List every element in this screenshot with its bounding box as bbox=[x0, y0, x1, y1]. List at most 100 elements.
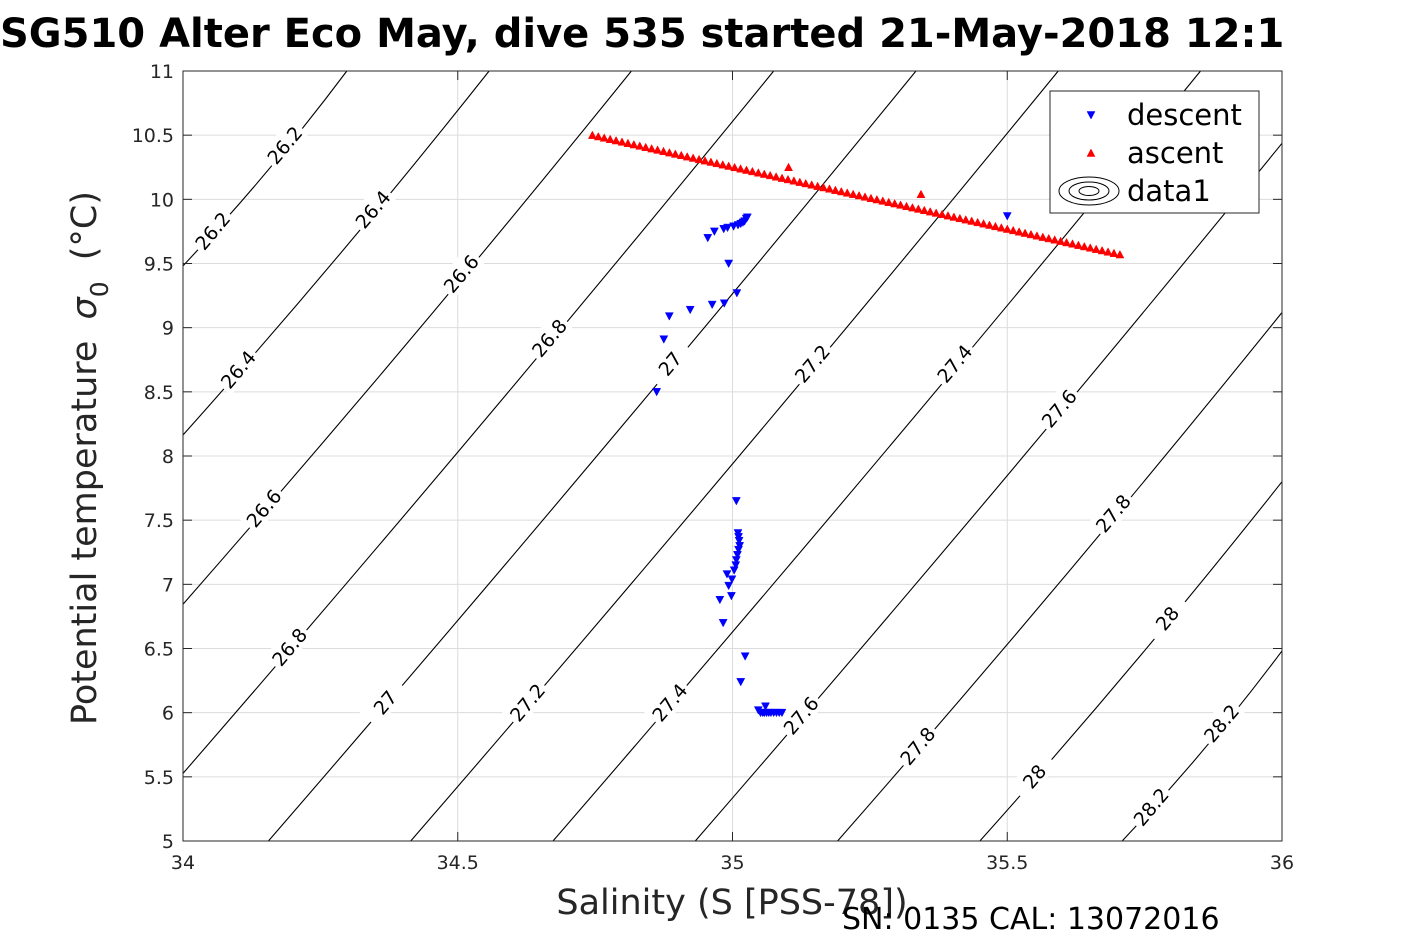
ascent-point bbox=[605, 134, 615, 143]
ascent-point bbox=[629, 140, 639, 149]
axis-ticks: 34 34.5 35 35.5 36 5 5.5 6 6.5 7 7.5 8 8.5 9 9.5 10 10.5… bbox=[132, 61, 1294, 874]
y-tick-label: 5.5 bbox=[144, 767, 174, 789]
ascent-point bbox=[730, 162, 740, 172]
isopycnal-label-bg bbox=[786, 336, 837, 390]
isopycnal-line bbox=[694, 142, 1283, 842]
descent-point bbox=[731, 497, 741, 506]
ascent-point bbox=[617, 137, 627, 146]
isopycnal-line bbox=[182, 70, 632, 605]
y-tick-label: 10 bbox=[150, 189, 174, 211]
isopycnal-line bbox=[410, 70, 1059, 842]
ascent-point bbox=[587, 130, 597, 139]
ascent-point bbox=[765, 170, 775, 180]
isopycnal-label-bg bbox=[644, 336, 694, 390]
ascent-point bbox=[996, 223, 1006, 232]
ascent-point bbox=[1044, 233, 1054, 243]
ascent-point bbox=[753, 168, 763, 177]
isopycnal-label-bg bbox=[892, 719, 942, 772]
ascent-point bbox=[1091, 244, 1101, 253]
descent-point bbox=[731, 556, 741, 565]
ascent-point bbox=[836, 186, 846, 196]
legend-data1-icon bbox=[1058, 176, 1120, 206]
descent-point bbox=[659, 335, 669, 344]
isopycnal-label-bg bbox=[644, 675, 694, 728]
isopycnal-label-bg bbox=[435, 246, 485, 300]
ascent-point bbox=[795, 177, 805, 186]
isopycnal-label-bg bbox=[347, 182, 397, 235]
ascent-point bbox=[784, 162, 793, 171]
legend-box bbox=[1049, 90, 1260, 214]
descent-point bbox=[777, 708, 787, 718]
x-tick-label: 34 bbox=[171, 852, 195, 874]
isopycnal-label-bg bbox=[259, 118, 309, 171]
ascent-point bbox=[979, 219, 988, 228]
descent-point bbox=[715, 595, 725, 605]
ascent-point bbox=[949, 212, 959, 221]
ascent-point bbox=[908, 203, 917, 212]
ascent-point bbox=[813, 181, 823, 190]
ascent-point bbox=[943, 211, 953, 220]
legend-label-descent: descent bbox=[1127, 98, 1242, 132]
ascent-point bbox=[718, 160, 728, 169]
ascent-point bbox=[973, 217, 983, 227]
ascent-point bbox=[890, 199, 900, 208]
descent-point bbox=[726, 592, 736, 601]
isopycnal-line bbox=[837, 312, 1283, 842]
ascent-point bbox=[854, 190, 864, 200]
y-tick-label: 7.5 bbox=[144, 510, 174, 532]
legend-ascent-marker bbox=[1086, 148, 1096, 157]
ascent-point bbox=[830, 185, 840, 194]
ascent-point bbox=[1038, 232, 1048, 241]
legend-label-data1: data1 bbox=[1127, 174, 1211, 208]
serial-calibration-footer: SN: 0135 CAL: 13072016 bbox=[842, 902, 1220, 937]
ascent-point bbox=[916, 189, 926, 198]
data-series bbox=[587, 130, 1125, 718]
descent-point bbox=[1002, 212, 1012, 221]
x-tick-label: 34.5 bbox=[437, 852, 479, 874]
descent-point bbox=[652, 388, 662, 397]
descent-point bbox=[731, 561, 741, 570]
ascent-point bbox=[1050, 235, 1060, 244]
y-tick-label: 9.5 bbox=[144, 254, 174, 276]
ascent-point bbox=[1026, 229, 1036, 239]
ascent-point bbox=[1073, 240, 1083, 249]
ascent-point bbox=[842, 188, 852, 197]
isopycnal-label-bg bbox=[1195, 696, 1246, 749]
y-tick-label: 9 bbox=[162, 318, 174, 340]
y-tick-label: 7 bbox=[162, 574, 174, 596]
ascent-point bbox=[647, 144, 657, 153]
ascent-point bbox=[706, 157, 716, 166]
ascent-point bbox=[670, 149, 680, 158]
descent-point bbox=[729, 566, 739, 575]
ascent-point bbox=[694, 154, 704, 164]
y-tick-label: 6.5 bbox=[144, 639, 174, 661]
y-tick-label: 8.5 bbox=[144, 382, 174, 404]
y-tick-label: 8 bbox=[162, 446, 174, 468]
y-tick-label: 10.5 bbox=[132, 125, 174, 147]
y-axis-label-main: Potential temperature bbox=[65, 341, 105, 725]
legend-ascent-triangle bbox=[1086, 148, 1096, 157]
ascent-point bbox=[1062, 237, 1071, 247]
descent-point bbox=[724, 581, 734, 591]
descent-point bbox=[664, 312, 674, 321]
ascent-point bbox=[611, 135, 621, 145]
ascent-point bbox=[878, 196, 888, 205]
ascent-point bbox=[961, 215, 971, 224]
descent-point bbox=[703, 234, 713, 243]
isopycnal-label-bg bbox=[187, 204, 237, 257]
legend: descent ascent data1 bbox=[1049, 90, 1260, 214]
ascent-point bbox=[1014, 227, 1024, 236]
ascent-point bbox=[1079, 241, 1089, 251]
ascent-point bbox=[807, 180, 817, 189]
descent-point bbox=[734, 536, 744, 546]
descent-point bbox=[723, 223, 732, 233]
ascent-point bbox=[848, 189, 858, 198]
ascent-point bbox=[747, 166, 757, 176]
ascent-point bbox=[955, 213, 965, 223]
ascent-point bbox=[659, 146, 668, 156]
ascent-point bbox=[635, 141, 645, 150]
ascent-point bbox=[1085, 243, 1095, 252]
descent-point bbox=[761, 702, 770, 711]
ascent-point bbox=[860, 192, 870, 201]
